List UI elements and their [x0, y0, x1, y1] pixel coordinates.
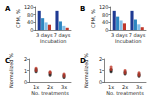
svg-text:2x: 2x [47, 84, 53, 90]
svg-text:Normalized %: Normalized % [82, 53, 89, 88]
svg-text:No. treatments: No. treatments [31, 90, 69, 96]
svg-text:80: 80 [102, 12, 108, 18]
svg-text:3x: 3x [136, 84, 142, 90]
svg-text:C: C [5, 57, 10, 65]
svg-text:3x: 3x [61, 84, 67, 90]
svg-text:0: 0 [105, 27, 108, 33]
svg-text:B: B [80, 5, 85, 13]
svg-text:0: 0 [24, 79, 27, 85]
svg-text:Normalized %: Normalized % [7, 53, 14, 88]
svg-text:No. treatments: No. treatments [106, 90, 144, 96]
svg-text:2: 2 [99, 56, 102, 62]
svg-text:40: 40 [27, 19, 33, 25]
svg-text:7 days: 7 days [54, 32, 71, 39]
svg-text:CPM, %: CPM, % [90, 9, 96, 28]
svg-text:7 days: 7 days [129, 32, 146, 39]
svg-text:2x: 2x [122, 84, 128, 90]
svg-text:120: 120 [99, 4, 109, 10]
svg-text:3 days: 3 days [111, 32, 128, 39]
svg-text:Incubation: Incubation [40, 38, 66, 44]
svg-text:3 days: 3 days [36, 32, 53, 39]
svg-text:1: 1 [24, 68, 27, 74]
svg-text:2: 2 [24, 56, 27, 62]
svg-text:1: 1 [99, 68, 102, 74]
svg-text:0: 0 [30, 27, 33, 33]
svg-text:A: A [5, 5, 11, 13]
svg-text:CPM, %: CPM, % [15, 9, 21, 28]
svg-text:40: 40 [102, 19, 108, 25]
svg-text:D: D [80, 57, 86, 65]
svg-text:80: 80 [27, 12, 33, 18]
svg-text:Incubation: Incubation [115, 38, 141, 44]
svg-text:120: 120 [24, 4, 34, 10]
svg-text:0: 0 [99, 79, 102, 85]
svg-text:1x: 1x [108, 84, 114, 90]
svg-text:1x: 1x [33, 84, 39, 90]
